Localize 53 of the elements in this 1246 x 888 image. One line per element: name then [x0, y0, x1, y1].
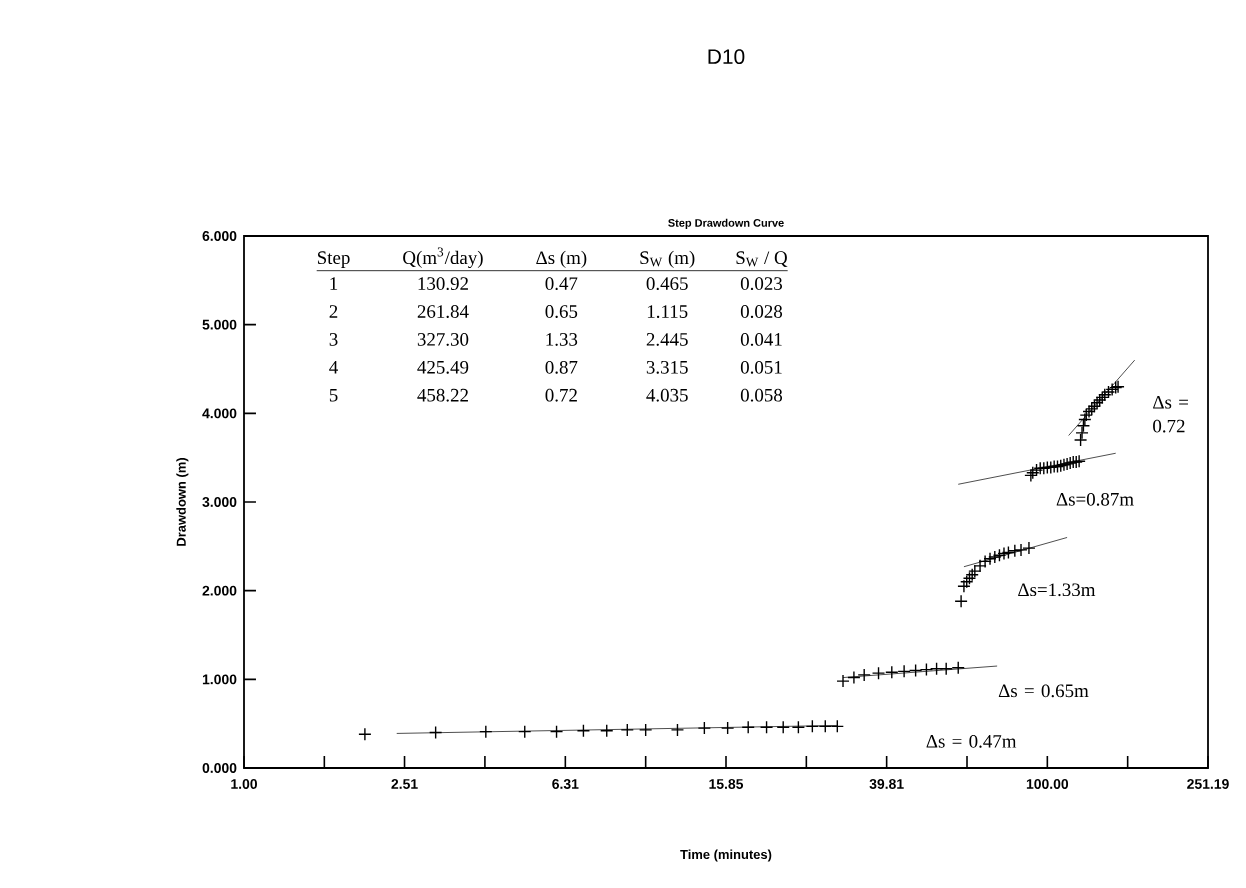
- chart-title: D10: [708, 49, 745, 65]
- y-tick-label: 6.000: [202, 231, 237, 241]
- annotation: 0.051: [740, 360, 782, 374]
- annotation: 327.30: [417, 333, 469, 346]
- annotation: 261.84: [417, 305, 469, 318]
- y-axis-title: Drawdown (m): [176, 458, 189, 546]
- x-tick-label: 251.19: [1187, 779, 1229, 789]
- x-tick-label: 39.81: [869, 779, 904, 789]
- y-tick-label: 2.000: [202, 585, 237, 596]
- annotation: 1: [330, 277, 338, 290]
- annotation: Δs = 0.65m: [998, 684, 1089, 698]
- annotation: 0.87: [545, 360, 578, 374]
- annotation: 0.65: [545, 305, 578, 318]
- annotation: 2: [329, 305, 338, 318]
- annotation: Δs=1.33m: [1018, 583, 1096, 597]
- x-tick-label: 100.00: [1026, 779, 1069, 789]
- y-tick-label: 1.000: [202, 674, 237, 685]
- annotation: 5: [329, 388, 338, 402]
- y-tick-label: 0.000: [202, 763, 237, 773]
- annotation: 2.445: [646, 333, 688, 346]
- x-tick-label: 15.85: [709, 779, 744, 789]
- annotation: 0.023: [740, 277, 783, 291]
- annotation: 425.49: [417, 360, 469, 374]
- y-tick-label: 4.000: [202, 408, 237, 419]
- annotation: 0.058: [740, 388, 783, 402]
- annotation: 0.465: [646, 277, 688, 291]
- annotation: 0.47: [545, 277, 578, 291]
- y-tick-label: 5.000: [202, 319, 237, 330]
- annotation: 0.72: [545, 388, 577, 402]
- y-tick-label: 3.000: [202, 497, 237, 507]
- chart-subtitle: Step Drawdown Curve: [668, 218, 784, 229]
- annotation: 1.33: [546, 333, 578, 346]
- annotation: Δs (m): [536, 250, 587, 268]
- annotation: 0.041: [740, 333, 782, 346]
- x-tick-label: 1.00: [231, 779, 257, 789]
- annotation: S$_{W}$ / Q: [736, 251, 788, 267]
- annotation: 1.115: [647, 305, 688, 318]
- x-tick-label: 6.31: [552, 779, 579, 789]
- annotation: 130.92: [418, 277, 468, 291]
- x-tick-label: 2.51: [391, 779, 418, 789]
- annotation: 458.22: [417, 388, 468, 402]
- annotation: 3.315: [646, 360, 688, 374]
- x-axis-title: Time (minutes): [680, 849, 772, 862]
- annotation: 0.028: [740, 305, 783, 318]
- annotation: Q(m$^{3}$/day): [403, 247, 483, 268]
- annotation: Δs = 0.47m: [926, 734, 1017, 748]
- annotation: 4.035: [646, 388, 688, 402]
- annotation: 3: [329, 333, 338, 346]
- annotation: 4: [329, 361, 338, 374]
- annotation: Δs=0.87m: [1056, 492, 1134, 506]
- annotation: S$_{W}$ (m): [640, 250, 695, 268]
- annotation: Δs = 0.72: [1153, 395, 1188, 433]
- annotation: Step: [317, 251, 350, 268]
